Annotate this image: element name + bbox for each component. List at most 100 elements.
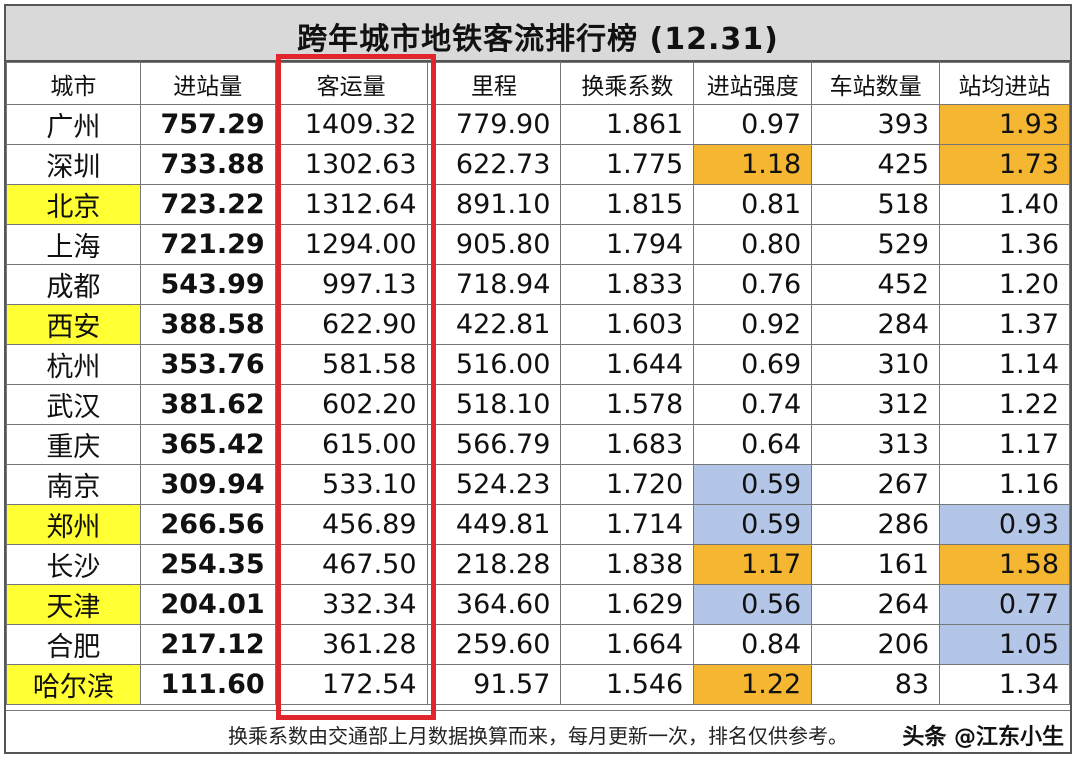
cell-intensity: 0.92 (693, 304, 813, 345)
cell-stations: 425 (811, 144, 941, 185)
header-avg: 站均进站 (939, 62, 1070, 105)
cell-ridership: 615.00 (274, 424, 428, 465)
cell-city: 合肥 (6, 624, 141, 665)
cell-intensity: 0.81 (693, 184, 813, 225)
footer-text: 换乘系数由交通部上月数据换算而来，每月更新一次，排名仅供参考。 (228, 724, 848, 748)
cell-ridership: 1302.63 (274, 144, 428, 185)
table-row: 深圳 733.88 1302.63 622.73 1.775 1.18 425 1.73 (6, 144, 1070, 185)
cell-intensity: 1.22 (693, 664, 813, 705)
cell-stations: 310 (811, 344, 941, 385)
city-name: 杭州 (46, 352, 101, 383)
cell-length: 364.60 (426, 584, 562, 625)
cell-length: 518.10 (426, 384, 562, 425)
cell-intensity: 0.56 (693, 584, 813, 625)
cell-length: 449.81 (426, 504, 562, 545)
header-stations: 车站数量 (811, 62, 941, 105)
cell-transfer: 1.664 (560, 624, 695, 665)
table-row: 上海 721.29 1294.00 905.80 1.794 0.80 529 1.36 (6, 224, 1070, 265)
header-entry: 进站量 (139, 62, 276, 105)
cell-transfer: 1.815 (560, 184, 695, 225)
cell-avg: 0.77 (939, 584, 1070, 625)
cell-intensity: 1.18 (693, 144, 813, 185)
city-name: 南京 (46, 472, 101, 503)
cell-avg: 1.22 (939, 384, 1070, 425)
cell-entry: 381.62 (139, 384, 276, 425)
table-row: 南京 309.94 533.10 524.23 1.720 0.59 267 1.16 (6, 464, 1070, 505)
city-name: 合肥 (46, 632, 101, 663)
cell-city: 南京 (6, 464, 141, 505)
cell-avg: 1.14 (939, 344, 1070, 385)
cell-transfer: 1.578 (560, 384, 695, 425)
table-row: 广州 757.29 1409.32 779.90 1.861 0.97 393 1.93 (6, 104, 1070, 145)
header-city: 城市 (6, 62, 141, 105)
cell-entry: 309.94 (139, 464, 276, 505)
cell-intensity: 0.74 (693, 384, 813, 425)
cell-stations: 206 (811, 624, 941, 665)
cell-stations: 267 (811, 464, 941, 505)
city-name: 成都 (46, 272, 101, 303)
table-row: 成都 543.99 997.13 718.94 1.833 0.76 452 1.20 (6, 264, 1070, 305)
cell-entry: 266.56 (139, 504, 276, 545)
city-name: 北京 (46, 192, 101, 223)
cell-entry: 543.99 (139, 264, 276, 305)
city-name: 重庆 (46, 432, 101, 463)
cell-stations: 83 (811, 664, 941, 705)
cell-intensity: 0.80 (693, 224, 813, 265)
ranking-table: 城市 进站量 客运量 里程 换乘系数 进站强度 车站数量 站均进站 广州 757.… (6, 62, 1070, 705)
city-name: 天津 (46, 592, 101, 623)
cell-transfer: 1.833 (560, 264, 695, 305)
cell-intensity: 0.97 (693, 104, 813, 145)
cell-avg: 1.05 (939, 624, 1070, 665)
city-name: 长沙 (46, 552, 101, 583)
cell-transfer: 1.861 (560, 104, 695, 145)
cell-entry: 721.29 (139, 224, 276, 265)
cell-entry: 388.58 (139, 304, 276, 345)
header-ridership: 客运量 (274, 62, 428, 105)
table-row: 武汉 381.62 602.20 518.10 1.578 0.74 312 1.22 (6, 384, 1070, 425)
cell-stations: 161 (811, 544, 941, 585)
cell-avg: 1.20 (939, 264, 1070, 305)
cell-city: 哈尔滨 (6, 664, 141, 705)
cell-length: 516.00 (426, 344, 562, 385)
cell-avg: 0.93 (939, 504, 1070, 545)
cell-avg: 1.16 (939, 464, 1070, 505)
cell-length: 891.10 (426, 184, 562, 225)
cell-intensity: 0.69 (693, 344, 813, 385)
cell-stations: 452 (811, 264, 941, 305)
table-row: 合肥 217.12 361.28 259.60 1.664 0.84 206 1.05 (6, 624, 1070, 665)
cell-entry: 733.88 (139, 144, 276, 185)
table-row: 重庆 365.42 615.00 566.79 1.683 0.64 313 1.17 (6, 424, 1070, 465)
cell-ridership: 581.58 (274, 344, 428, 385)
watermark: 头条 @江东小生 (902, 725, 1064, 750)
cell-length: 622.73 (426, 144, 562, 185)
cell-stations: 312 (811, 384, 941, 425)
cell-stations: 284 (811, 304, 941, 345)
cell-entry: 204.01 (139, 584, 276, 625)
cell-transfer: 1.546 (560, 664, 695, 705)
header-intensity: 进站强度 (693, 62, 813, 105)
cell-stations: 313 (811, 424, 941, 465)
cell-entry: 757.29 (139, 104, 276, 145)
cell-stations: 393 (811, 104, 941, 145)
cell-avg: 1.40 (939, 184, 1070, 225)
cell-city: 武汉 (6, 384, 141, 425)
cell-ridership: 361.28 (274, 624, 428, 665)
header-transfer: 换乘系数 (560, 62, 695, 105)
cell-entry: 254.35 (139, 544, 276, 585)
cell-intensity: 0.84 (693, 624, 813, 665)
header-length: 里程 (426, 62, 562, 105)
city-name: 郑州 (46, 512, 101, 543)
cell-ridership: 467.50 (274, 544, 428, 585)
cell-ridership: 602.20 (274, 384, 428, 425)
cell-city: 西安 (6, 304, 141, 345)
table-row: 西安 388.58 622.90 422.81 1.603 0.92 284 1.37 (6, 304, 1070, 345)
cell-transfer: 1.775 (560, 144, 695, 185)
city-name: 哈尔滨 (32, 672, 114, 703)
cell-city: 郑州 (6, 504, 141, 545)
ranking-sheet: 跨年城市地铁客流排行榜 (12.31) 城市 进站量 客运量 里程 换乘系数 进… (4, 4, 1072, 754)
city-name: 武汉 (46, 392, 101, 423)
cell-city: 杭州 (6, 344, 141, 385)
cell-ridership: 1312.64 (274, 184, 428, 225)
cell-ridership: 1294.00 (274, 224, 428, 265)
cell-entry: 365.42 (139, 424, 276, 465)
